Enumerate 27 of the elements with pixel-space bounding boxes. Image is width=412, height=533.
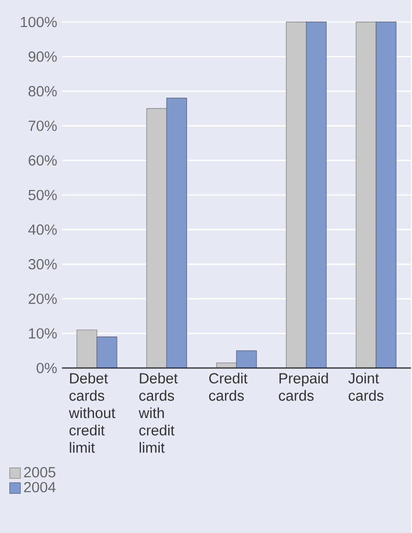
bar: [146, 108, 168, 368]
bar: [356, 22, 377, 368]
x-tick-label: Joint cards: [348, 372, 384, 401]
bar: [76, 330, 98, 368]
bar: [376, 22, 397, 368]
y-tick-label: 0%: [36, 362, 57, 374]
x-tick-label: Prepaid cards: [279, 372, 328, 401]
y-tick-label: 10%: [29, 328, 57, 339]
y-tick-label: 80%: [28, 86, 57, 96]
bar: [286, 22, 307, 368]
bar: [306, 22, 327, 368]
bar: [96, 336, 118, 368]
x-tick-label: Credit cards: [209, 372, 248, 401]
y-tick-label: 20%: [28, 294, 57, 304]
y-tick-label: 100%: [21, 16, 57, 28]
y-tick-label: 90%: [28, 51, 57, 62]
x-tick-label: Debet cards with credit limit: [138, 372, 178, 453]
bar: [236, 350, 257, 368]
bar: [166, 98, 188, 368]
x-tick-label: Debet cards without credit limit: [69, 372, 116, 453]
legend-label: 2004: [24, 482, 56, 492]
y-tick-label: 40%: [28, 224, 57, 235]
legend-label: 2005: [24, 467, 56, 478]
y-tick-label: 30%: [28, 259, 57, 270]
y-tick-label: 70%: [28, 120, 57, 131]
y-tick-label: 60%: [28, 155, 57, 166]
y-tick-label: 50%: [28, 190, 57, 200]
